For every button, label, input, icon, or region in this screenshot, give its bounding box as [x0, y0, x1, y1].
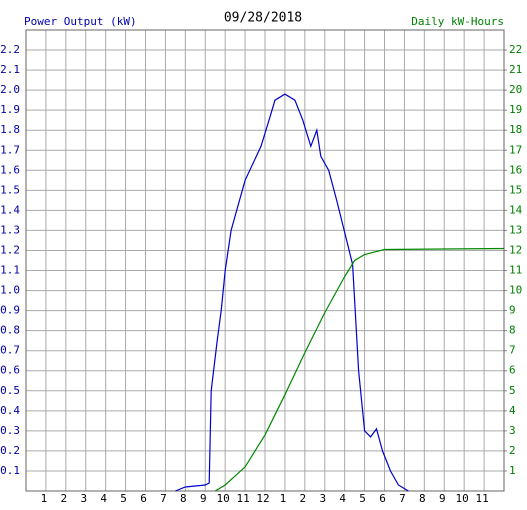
- x-tick-label: 5: [359, 492, 366, 505]
- y2-tick-label: 15: [509, 183, 522, 196]
- x-tick-label: 1: [41, 492, 48, 505]
- y-tick-label: 1.4: [0, 203, 20, 216]
- y-tick-label: 1.9: [0, 103, 20, 116]
- x-tick-label: 7: [399, 492, 406, 505]
- y-tick-label: 1.7: [0, 143, 20, 156]
- x-tick-label: 8: [419, 492, 426, 505]
- y2-tick-label: 16: [509, 163, 522, 176]
- x-tick-label: 2: [61, 492, 68, 505]
- x-tick-label: 4: [339, 492, 346, 505]
- x-tick-label: 9: [439, 492, 446, 505]
- y2-tick-label: 21: [509, 63, 522, 76]
- y2-tick-label: 11: [509, 264, 522, 277]
- y2-tick-label: 20: [509, 83, 522, 96]
- x-tick-label: 7: [160, 492, 167, 505]
- y-tick-label: 0.4: [0, 404, 20, 417]
- y-tick-label: 1.1: [0, 264, 20, 277]
- y-tick-label: 1.6: [0, 163, 20, 176]
- x-tick-label: 6: [379, 492, 386, 505]
- y-tick-label: 2.1: [0, 63, 20, 76]
- y2-tick-label: 7: [509, 344, 516, 357]
- y-tick-label: 0.3: [0, 424, 20, 437]
- x-tick-label: 3: [80, 492, 87, 505]
- y2-tick-label: 8: [509, 324, 516, 337]
- x-tick-label: 9: [200, 492, 207, 505]
- y2-tick-label: 3: [509, 424, 516, 437]
- chart-title: 09/28/2018: [224, 11, 302, 26]
- y-tick-label: 1.2: [0, 243, 20, 256]
- y2-tick-label: 5: [509, 384, 516, 397]
- y2-tick-label: 6: [509, 364, 516, 377]
- x-tick-label: 10: [456, 492, 469, 505]
- y-tick-label: 1.5: [0, 183, 20, 196]
- y-axis-title: Power Output (kW): [24, 15, 137, 28]
- x-tick-label: 5: [120, 492, 127, 505]
- y-tick-label: 0.1: [0, 464, 20, 477]
- y-tick-label: 0.7: [0, 344, 20, 357]
- x-tick-label: 10: [217, 492, 230, 505]
- y2-tick-label: 22: [509, 43, 522, 56]
- y-tick-label: 2.0: [0, 83, 20, 96]
- y2-tick-label: 19: [509, 103, 522, 116]
- y2-tick-label: 9: [509, 304, 516, 317]
- y-tick-label: 0.8: [0, 324, 20, 337]
- y-tick-label: 1.3: [0, 223, 20, 236]
- x-tick-label: 3: [319, 492, 326, 505]
- y2-tick-label: 2: [509, 444, 516, 457]
- x-tick-label: 6: [140, 492, 147, 505]
- y-tick-label: 0.6: [0, 364, 20, 377]
- y-tick-label: 0.5: [0, 384, 20, 397]
- y2-axis-title: Daily kW-Hours: [411, 15, 504, 28]
- y2-tick-label: 14: [509, 203, 523, 216]
- y2-tick-label: 18: [509, 123, 522, 136]
- x-tick-label: 11: [475, 492, 488, 505]
- y-tick-label: 2.2: [0, 43, 20, 56]
- y2-tick-label: 4: [509, 404, 516, 417]
- data-line: [214, 247, 505, 492]
- x-tick-label: 2: [300, 492, 307, 505]
- plot-frame: [25, 29, 505, 492]
- x-tick-label: 4: [100, 492, 107, 505]
- y-tick-label: 0.2: [0, 444, 20, 457]
- y-tick-label: 0.9: [0, 304, 20, 317]
- data-line: [175, 93, 409, 492]
- y2-tick-label: 10: [509, 284, 522, 297]
- x-tick-label: 1: [280, 492, 287, 505]
- y2-tick-label: 1: [509, 464, 516, 477]
- x-tick-label: 12: [256, 492, 269, 505]
- y-tick-label: 1.8: [0, 123, 20, 136]
- y2-tick-label: 13: [509, 223, 522, 236]
- x-tick-label: 8: [180, 492, 187, 505]
- y-tick-label: 1.0: [0, 284, 20, 297]
- x-tick-label: 11: [236, 492, 249, 505]
- y2-tick-label: 12: [509, 243, 522, 256]
- y2-tick-label: 17: [509, 143, 522, 156]
